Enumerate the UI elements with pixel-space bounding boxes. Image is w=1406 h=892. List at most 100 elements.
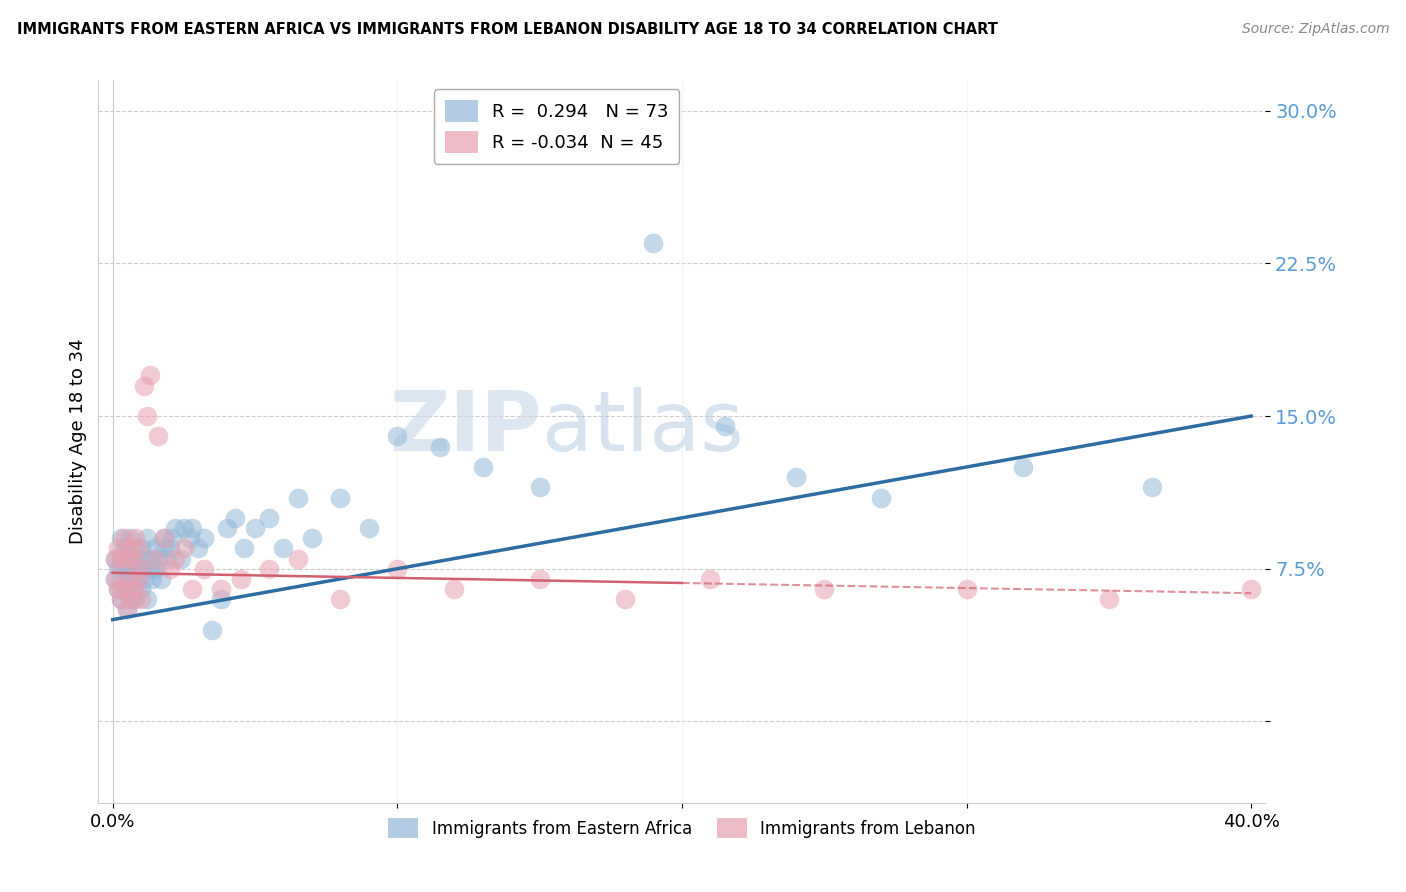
Point [287, 491, 309, 505]
Point [429, 440, 451, 454]
Point [121, 582, 143, 596]
Point [357, 521, 380, 535]
Point [110, 592, 132, 607]
Point [124, 531, 146, 545]
Point [529, 572, 551, 586]
Point [127, 551, 149, 566]
Point [181, 521, 204, 535]
Point [159, 562, 181, 576]
Point [104, 551, 127, 566]
Point [112, 531, 135, 545]
Point [153, 531, 176, 545]
Point [115, 602, 138, 616]
Point [110, 551, 132, 566]
Point [115, 551, 138, 566]
Point [585, 114, 607, 128]
Legend: Immigrants from Eastern Africa, Immigrants from Lebanon: Immigrants from Eastern Africa, Immigran… [381, 812, 983, 845]
Point [243, 521, 266, 535]
Point [115, 572, 138, 586]
Point [118, 541, 141, 556]
Point [785, 470, 807, 484]
Point [529, 480, 551, 494]
Point [870, 491, 893, 505]
Point [156, 551, 179, 566]
Point [153, 541, 176, 556]
Point [132, 572, 155, 586]
Point [165, 521, 187, 535]
Point [273, 541, 295, 556]
Point [110, 551, 132, 566]
Point [170, 551, 193, 566]
Point [121, 551, 143, 566]
Point [257, 562, 280, 576]
Point [143, 562, 166, 576]
Point [148, 429, 170, 443]
Point [287, 551, 309, 566]
Text: atlas: atlas [541, 386, 744, 467]
Point [115, 602, 138, 616]
Point [129, 562, 152, 576]
Point [187, 541, 209, 556]
Point [232, 541, 254, 556]
Point [107, 541, 129, 556]
Point [121, 592, 143, 607]
Point [955, 582, 977, 596]
Point [1240, 582, 1263, 596]
Point [104, 551, 127, 566]
Point [193, 562, 215, 576]
Point [1012, 460, 1035, 475]
Point [138, 562, 160, 576]
Point [162, 531, 184, 545]
Point [121, 572, 143, 586]
Point [153, 531, 176, 545]
Point [301, 531, 323, 545]
Point [132, 551, 155, 566]
Point [107, 582, 129, 596]
Point [387, 562, 409, 576]
Point [614, 592, 637, 607]
Point [129, 541, 152, 556]
Point [121, 551, 143, 566]
Point [1140, 480, 1163, 494]
Point [127, 541, 149, 556]
Point [257, 511, 280, 525]
Point [443, 582, 465, 596]
Point [179, 531, 201, 545]
Point [224, 511, 246, 525]
Point [173, 541, 195, 556]
Point [104, 572, 127, 586]
Point [141, 572, 163, 586]
Text: ZIP: ZIP [389, 386, 541, 467]
Point [135, 409, 157, 423]
Point [110, 531, 132, 545]
Point [1098, 592, 1121, 607]
Point [229, 572, 252, 586]
Point [104, 572, 127, 586]
Point [129, 562, 152, 576]
Point [118, 572, 141, 586]
Point [215, 521, 238, 535]
Point [209, 592, 232, 607]
Point [329, 491, 352, 505]
Point [387, 429, 409, 443]
Point [112, 582, 135, 596]
Point [193, 531, 215, 545]
Point [107, 562, 129, 576]
Point [143, 541, 166, 556]
Point [132, 378, 155, 392]
Point [118, 531, 141, 545]
Point [813, 582, 835, 596]
Point [127, 572, 149, 586]
Point [124, 541, 146, 556]
Point [118, 592, 141, 607]
Point [112, 582, 135, 596]
Point [173, 521, 195, 535]
Point [329, 592, 352, 607]
Point [148, 551, 170, 566]
Point [135, 592, 157, 607]
Point [124, 562, 146, 576]
Text: IMMIGRANTS FROM EASTERN AFRICA VS IMMIGRANTS FROM LEBANON DISABILITY AGE 18 TO 3: IMMIGRANTS FROM EASTERN AFRICA VS IMMIGR… [17, 22, 998, 37]
Point [209, 582, 232, 596]
Point [138, 368, 160, 383]
Y-axis label: Disability Age 18 to 34: Disability Age 18 to 34 [69, 339, 87, 544]
